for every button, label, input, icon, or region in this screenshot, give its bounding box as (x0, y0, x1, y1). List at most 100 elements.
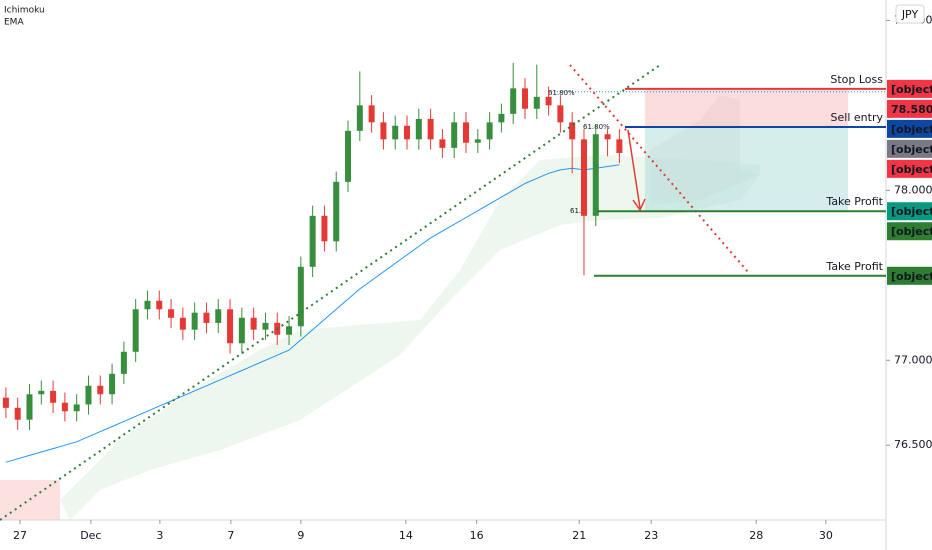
candle-body (309, 215, 316, 267)
price-label: [object Object] (891, 83, 932, 96)
candle-body (50, 390, 57, 403)
price-label-box (887, 202, 932, 221)
candle-body (2, 397, 9, 408)
price-label-box (887, 266, 932, 285)
x-tick-label: 7 (227, 529, 234, 542)
price-label-box (887, 222, 932, 241)
price-label-box (887, 119, 932, 138)
currency-box (895, 4, 925, 24)
fib-label: 61.8 (570, 207, 586, 215)
price-label-box (887, 139, 932, 158)
candle-body (321, 215, 328, 242)
candle-body (215, 309, 222, 323)
fib-label: 61.80% (583, 123, 610, 131)
candle-body (557, 105, 564, 123)
price-label-box (887, 159, 932, 178)
candle-body (474, 139, 481, 143)
candle-body (120, 351, 127, 374)
ichimoku-cloud (60, 155, 760, 520)
candle-body (333, 181, 340, 242)
x-tick-label: 28 (749, 529, 763, 542)
candle-body (168, 309, 175, 318)
candle-body (97, 385, 104, 395)
price-label: 78.580 (891, 103, 932, 116)
price-label-box (887, 79, 932, 98)
candle-body (356, 105, 363, 131)
candle-body (380, 122, 387, 140)
level-label: Sell entry (831, 111, 884, 124)
candle-body (415, 118, 422, 140)
candle-body (179, 317, 186, 330)
candle-body (14, 407, 21, 420)
candle-body (73, 404, 80, 412)
x-tick-label: Dec (80, 529, 101, 542)
candle-body (262, 322, 269, 330)
candle-body (580, 139, 587, 216)
level-label: Take Profit (825, 195, 883, 208)
x-tick-label: 9 (297, 529, 304, 542)
candle-body (368, 105, 375, 123)
price-label-box (887, 99, 932, 118)
price-label: [object Object] (891, 143, 932, 156)
candle-body (203, 312, 210, 323)
candle-body (510, 88, 517, 114)
fib-label: 61.80% (548, 89, 575, 97)
x-tick-label: 3 (156, 529, 163, 542)
y-tick-label: 78.000 (894, 183, 932, 196)
candle-body (286, 326, 293, 335)
ema-line (5, 164, 620, 463)
candle-body (427, 118, 434, 140)
candle-body (486, 122, 493, 140)
x-tick-label: 27 (13, 529, 27, 542)
level-label: Take Profit (825, 260, 883, 273)
x-tick-label: 14 (399, 529, 413, 542)
candle-body (521, 88, 528, 109)
candle-body (297, 266, 304, 327)
candle-body (156, 300, 163, 310)
candle-body (238, 317, 245, 344)
trend-line (0, 64, 661, 521)
x-tick-label: 30 (819, 529, 833, 542)
price-label: [object Object] (891, 205, 932, 218)
candle-body (61, 402, 68, 412)
candle-body (345, 130, 352, 182)
x-tick-label: 16 (470, 529, 484, 542)
candle-body (392, 125, 399, 140)
candle-body (545, 96, 552, 106)
indicator-label: Ichimoku (4, 6, 45, 16)
price-label: [object Object] (891, 270, 932, 283)
candle-body (250, 317, 257, 330)
candle-body (604, 134, 611, 140)
candle-body (227, 309, 234, 344)
candle-body (569, 122, 576, 140)
candle-body (38, 390, 45, 395)
candle-body (404, 125, 411, 140)
candle-body (592, 134, 599, 216)
candle-body (498, 113, 505, 123)
candle-body (109, 373, 116, 395)
x-tick-label: 23 (644, 529, 658, 542)
x-tick-label: 21 (572, 529, 586, 542)
price-label: [object Object] (891, 225, 932, 238)
candle-body (463, 122, 470, 143)
candle-body (451, 122, 458, 148)
candle-body (85, 385, 92, 405)
candle-body (616, 139, 623, 153)
y-tick-label: 76.500 (894, 438, 932, 451)
candle-body (439, 139, 446, 148)
candle-body (132, 309, 139, 352)
y-tick-label: 77.000 (894, 353, 932, 366)
currency-label: JPY (901, 8, 919, 21)
arrow (627, 129, 641, 209)
profit-zone (645, 126, 848, 212)
price-label: [object Object] (891, 163, 932, 176)
candle-body (533, 96, 540, 109)
stop-zone (645, 88, 848, 127)
level-label: Stop Loss (830, 73, 883, 86)
arrow-head (632, 198, 646, 212)
price-label: [object Object] (891, 123, 932, 136)
candle-body (144, 300, 151, 310)
candle-body (191, 312, 198, 330)
candle-body (26, 394, 33, 420)
